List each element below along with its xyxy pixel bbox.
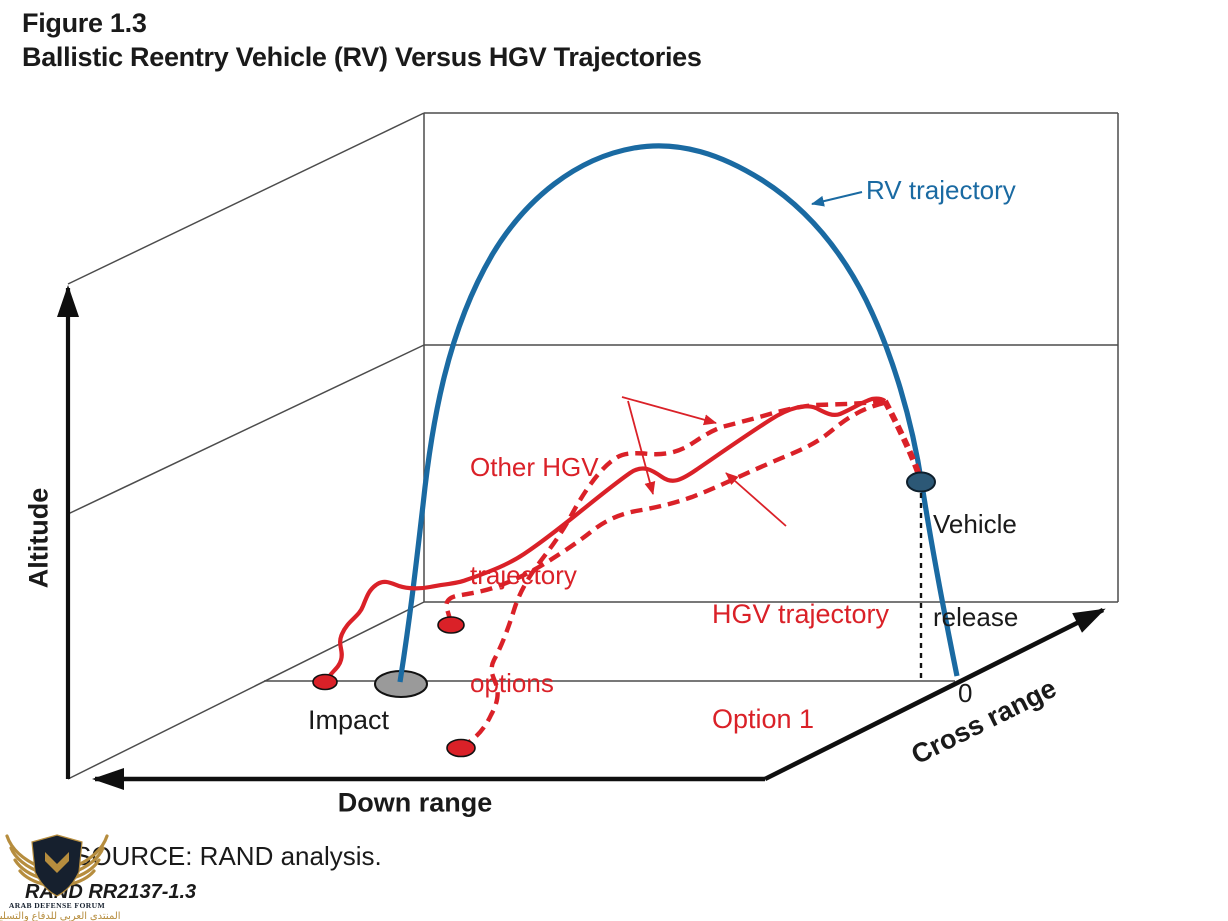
- other-hgv-label-line2: trajectory: [470, 560, 577, 590]
- hgv-impact-ellipse-1: [312, 673, 338, 691]
- other-hgv-label-line1: Other HGV: [470, 452, 599, 482]
- hgv-release-descent: [882, 399, 922, 477]
- impact-label: Impact: [308, 705, 390, 735]
- hgv-other-curve-2: [444, 400, 885, 623]
- down-range-axis-label: Down range: [337, 787, 493, 818]
- hgv-option1-label: HGV trajectory Option 1: [712, 527, 889, 807]
- vehicle-release-ellipse: [906, 471, 936, 493]
- hgv-impact-ellipse-3: [446, 738, 476, 758]
- hgv-impact-ellipse-2: [437, 616, 465, 634]
- origin-tick-label: 0: [958, 678, 973, 708]
- other-hgv-label: Other HGV trajectory options: [470, 377, 599, 773]
- other-hgv-callout-arrow-1: [621, 396, 717, 426]
- vehicle-release-label: Vehicle release: [933, 447, 1018, 695]
- hgv-other-curve-1: [467, 398, 886, 744]
- altitude-axis-label: Altitude: [23, 487, 54, 589]
- other-hgv-callout-arrow-2: [627, 400, 656, 495]
- other-hgv-label-line3: options: [470, 668, 554, 698]
- rv-trajectory-label: RV trajectory: [866, 175, 1016, 205]
- rv-trajectory-curve: [397, 143, 960, 683]
- rv-trajectory-callout-arrow: [811, 191, 863, 207]
- hgv-option1-label-line1: HGV trajectory: [712, 599, 890, 629]
- vehicle-release-label-line1: Vehicle: [933, 509, 1017, 539]
- wireframe-box: [67, 112, 1119, 780]
- shield-chevron-icon: [45, 852, 69, 873]
- figure-title: Ballistic Reentry Vehicle (RV) Versus HG…: [22, 42, 702, 72]
- hgv-option1-curve: [324, 396, 887, 683]
- watermark-org-text: ARAB DEFENSE FORUM: [9, 901, 105, 910]
- figure-number: Figure 1.3: [22, 8, 147, 38]
- hgv-option1-label-line2: Option 1: [712, 704, 815, 734]
- watermark-org-arabic-text: المنتدى العربي للدفاع والتسليح: [0, 911, 121, 921]
- watermark-logo: ARAB DEFENSE FORUM المنتدى العربي للدفاع…: [0, 834, 121, 921]
- hgv-option1-callout-arrow: [725, 472, 787, 527]
- vehicle-release-label-line2: release: [933, 602, 1019, 632]
- cross-range-axis: [763, 607, 1106, 782]
